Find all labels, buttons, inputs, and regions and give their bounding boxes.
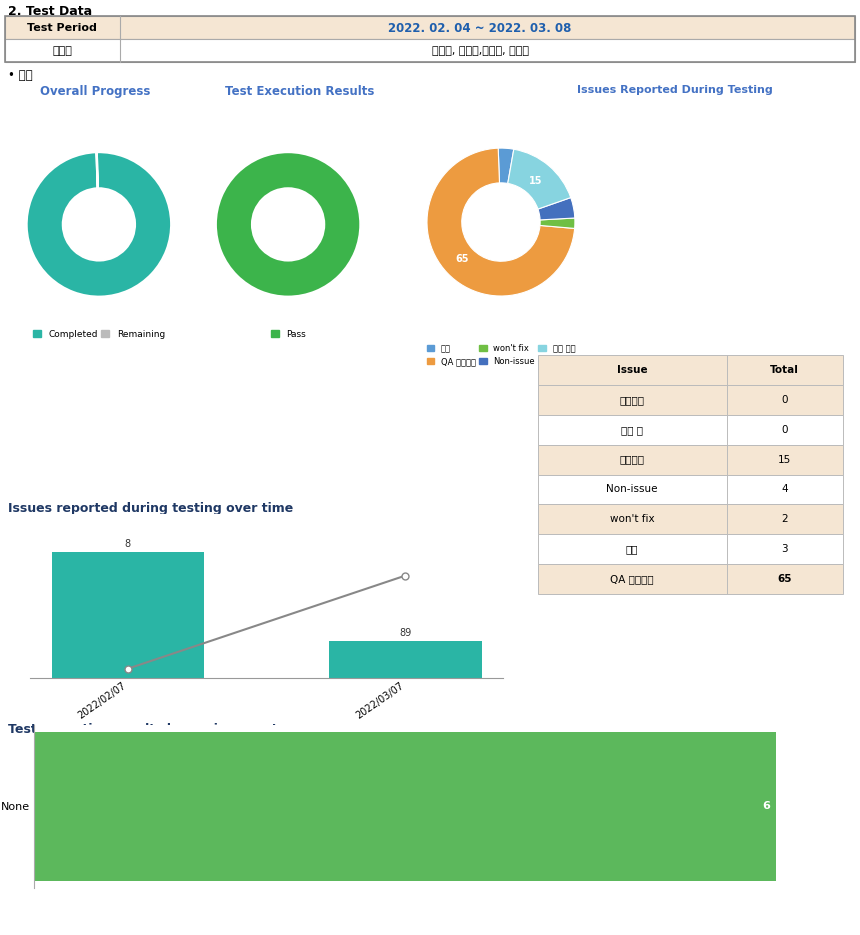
Text: 2022. 02. 04 ~ 2022. 03. 08: 2022. 02. 04 ~ 2022. 03. 08 (389, 22, 572, 35)
Text: QA 확인완료: QA 확인완료 (611, 574, 654, 583)
FancyBboxPatch shape (538, 415, 843, 445)
Text: 2. Test Data: 2. Test Data (8, 5, 92, 18)
Text: 0: 0 (782, 395, 788, 405)
Wedge shape (498, 148, 513, 183)
FancyBboxPatch shape (538, 385, 843, 415)
Text: 8: 8 (125, 539, 131, 550)
Wedge shape (27, 152, 171, 296)
Text: 6: 6 (94, 223, 104, 237)
Text: 65: 65 (456, 253, 470, 264)
Text: 수정 중: 수정 중 (621, 424, 643, 435)
Bar (52, 552, 204, 678)
FancyBboxPatch shape (538, 564, 843, 594)
FancyBboxPatch shape (538, 534, 843, 564)
Text: 담당자: 담당자 (52, 46, 72, 56)
Wedge shape (540, 218, 574, 228)
Text: 65: 65 (777, 574, 792, 583)
Text: 2: 2 (782, 514, 788, 525)
FancyBboxPatch shape (538, 355, 843, 385)
Wedge shape (507, 150, 571, 209)
Text: Overall Progress: Overall Progress (40, 85, 150, 98)
Text: Issues reported during testing over time: Issues reported during testing over time (8, 502, 293, 515)
Text: 15: 15 (529, 177, 542, 186)
Text: 4: 4 (782, 484, 788, 495)
Text: 89: 89 (399, 628, 411, 639)
FancyBboxPatch shape (538, 504, 843, 534)
FancyBboxPatch shape (5, 39, 855, 62)
Text: 완료: 완료 (626, 544, 638, 554)
Text: 강유경, 송선주,김효신, 성유리: 강유경, 송선주,김효신, 성유리 (432, 46, 529, 56)
Text: 15: 15 (778, 454, 791, 465)
Bar (329, 641, 482, 678)
Text: Total: Total (771, 366, 799, 375)
FancyBboxPatch shape (5, 16, 855, 39)
Text: Test execution results by environment: Test execution results by environment (8, 723, 278, 736)
Legend: Issues Reported, Accumulated: Issues Reported, Accumulated (164, 741, 369, 758)
Text: 0: 0 (782, 424, 788, 435)
Text: Non-issue: Non-issue (606, 484, 658, 495)
Text: Test Execution Results: Test Execution Results (225, 85, 375, 98)
Text: 6: 6 (283, 223, 293, 237)
Text: won't fix: won't fix (610, 514, 654, 525)
Text: Issues Reported During Testing: Issues Reported During Testing (577, 85, 773, 95)
Text: 이슈할당: 이슈할당 (620, 395, 645, 405)
Text: Issue: Issue (617, 366, 648, 375)
FancyBboxPatch shape (538, 445, 843, 474)
Wedge shape (96, 152, 98, 188)
Text: 6: 6 (762, 801, 771, 812)
Legend: Completed, Remaining: Completed, Remaining (29, 326, 169, 343)
Text: • 결과: • 결과 (8, 69, 33, 82)
Legend: Pass: Pass (267, 326, 310, 343)
Text: Test Period: Test Period (27, 23, 97, 33)
Legend: 완료, QA 확인완료, won't fix, Non-issue, 수정 보류: 완료, QA 확인완료, won't fix, Non-issue, 수정 보류 (423, 340, 579, 369)
Text: 수정보류: 수정보류 (620, 454, 645, 465)
Wedge shape (427, 148, 574, 296)
Text: 3: 3 (782, 544, 788, 554)
Wedge shape (216, 152, 360, 296)
Wedge shape (538, 197, 574, 220)
FancyBboxPatch shape (538, 474, 843, 504)
